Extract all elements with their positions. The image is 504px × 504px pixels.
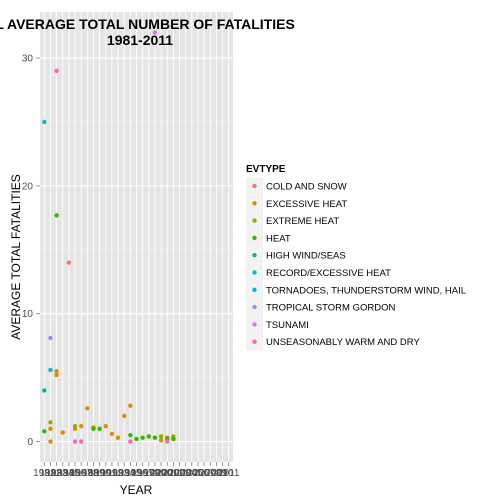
legend-label: COLD AND SNOW [266, 182, 347, 193]
data-point [48, 368, 52, 372]
y-tick-label: 30 [22, 54, 34, 65]
y-tick-label: 0 [27, 437, 33, 448]
data-point [153, 436, 157, 440]
data-point [42, 429, 46, 433]
data-point [54, 369, 58, 373]
x-axis-label: YEAR [120, 483, 153, 497]
legend-label: EXTREME HEAT [266, 216, 339, 227]
data-point [42, 120, 46, 124]
legend-label: HIGH WIND/SEAS [266, 251, 346, 262]
data-point [42, 388, 46, 392]
y-tick-label: 20 [22, 181, 34, 192]
legend-key-dot [252, 322, 256, 326]
legend-key-dot [252, 305, 256, 309]
data-point [73, 439, 77, 443]
data-point [79, 424, 83, 428]
x-axis: 1981198219831984198519861987198819891990… [33, 462, 240, 479]
data-point [159, 438, 163, 442]
data-point [91, 427, 95, 431]
data-point [48, 439, 52, 443]
data-point [54, 69, 58, 73]
y-tick-label: 10 [22, 309, 34, 320]
legend-label: TORNADOES, THUNDERSTORM WIND, HAIL [266, 285, 466, 296]
legend-key-dot [252, 288, 256, 292]
data-point [116, 436, 120, 440]
chart-title-line-2: 1981-2011 [107, 32, 173, 48]
legend-label: HEAT [266, 233, 291, 244]
data-point [54, 373, 58, 377]
data-point [85, 406, 89, 410]
data-point [128, 433, 132, 437]
y-axis-label: AVERAGE TOTAL FATALITIES [9, 174, 23, 340]
data-point [48, 420, 52, 424]
legend-key-dot [252, 236, 256, 240]
data-point [128, 439, 132, 443]
legend-key-dot [252, 184, 256, 188]
y-axis: 0 10 20 30 [22, 54, 40, 449]
legend-label: UNSEASONABLY WARM AND DRY [266, 337, 420, 348]
data-point [79, 439, 83, 443]
data-point [110, 432, 114, 436]
data-point [48, 427, 52, 431]
data-point [122, 414, 126, 418]
legend-key-dot [252, 201, 256, 205]
data-point [97, 427, 101, 431]
data-point [147, 434, 151, 438]
data-point [61, 430, 65, 434]
data-point [171, 437, 175, 441]
chart-title-line-1: AL AVERAGE TOTAL NUMBER OF FATALITIES [0, 16, 295, 32]
legend: COLD AND SNOW EXCESSIVE HEAT EXTREME HEAT H… [246, 178, 466, 351]
legend-key-dot [252, 218, 256, 222]
data-point [140, 436, 144, 440]
legend-label: RECORD/EXCESSIVE HEAT [266, 268, 391, 279]
data-point [73, 424, 77, 428]
legend-key-dot [252, 340, 256, 344]
legend-label: EXCESSIVE HEAT [266, 199, 347, 210]
grid-lines [40, 12, 233, 462]
legend-label: TROPICAL STORM GORDON [266, 303, 395, 314]
legend-key-dot [252, 253, 256, 257]
data-point [67, 260, 71, 264]
data-point [159, 434, 163, 438]
legend-label: TSUNAMI [266, 320, 309, 331]
x-tick-label: 2011 [218, 468, 240, 479]
data-point [128, 404, 132, 408]
data-point [134, 437, 138, 441]
legend-title: EVTYPE [246, 164, 286, 175]
data-point [165, 439, 169, 443]
data-point [104, 424, 108, 428]
data-point [48, 336, 52, 340]
legend-key-dot [252, 270, 256, 274]
data-point [54, 213, 58, 217]
